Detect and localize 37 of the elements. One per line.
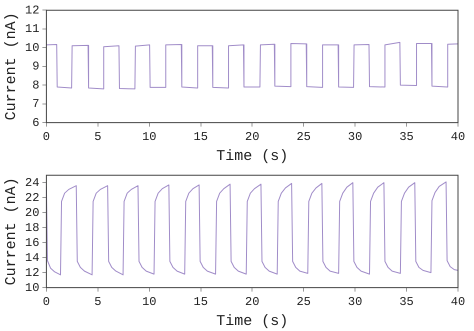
x-tick-label: 35 — [399, 130, 414, 144]
y-tick-label: 11 — [24, 22, 40, 36]
x-tick-label: 20 — [245, 130, 260, 144]
x-tick-label: 10 — [142, 294, 157, 309]
x-tick-label: 40 — [450, 294, 466, 309]
x-tick-label: 5 — [94, 294, 102, 309]
y-tick-label: 10 — [24, 280, 40, 295]
x-tick-label: 10 — [142, 130, 157, 144]
y-tick-label: 12 — [24, 266, 40, 280]
y-axis-title: Current (nA) — [2, 177, 20, 286]
x-tick-label: 25 — [296, 294, 311, 309]
x-tick-label: 15 — [194, 294, 208, 309]
y-tick-label: 16 — [24, 236, 40, 250]
y-tick-label: 22 — [24, 190, 40, 205]
y-tick-label: 14 — [24, 250, 40, 265]
y-axis-title: Current (nA) — [2, 12, 20, 120]
y-tick-label: 6 — [32, 116, 40, 130]
x-tick-label: 15 — [194, 130, 208, 144]
x-tick-label: 40 — [450, 130, 466, 144]
y-tick-label: 9 — [32, 60, 40, 74]
x-tick-label: 30 — [348, 294, 362, 309]
y-tick-label: 10 — [24, 40, 40, 55]
x-axis-title: Time (s) — [216, 312, 288, 330]
y-tick-label: 18 — [24, 220, 40, 235]
y-tick-label: 8 — [32, 78, 40, 92]
x-tick-label: 0 — [42, 130, 50, 144]
x-tick-label: 20 — [245, 294, 260, 309]
x-tick-label: 35 — [399, 294, 414, 309]
x-tick-label: 0 — [42, 294, 50, 309]
y-tick-label: 20 — [24, 206, 40, 220]
y-tick-label: 7 — [32, 97, 40, 112]
y-tick-label: 12 — [24, 3, 40, 18]
x-tick-label: 30 — [348, 130, 362, 144]
x-tick-label: 25 — [296, 130, 311, 144]
x-axis-title: Time (s) — [216, 148, 288, 165]
x-tick-label: 5 — [94, 130, 102, 144]
y-tick-label: 24 — [24, 176, 40, 190]
